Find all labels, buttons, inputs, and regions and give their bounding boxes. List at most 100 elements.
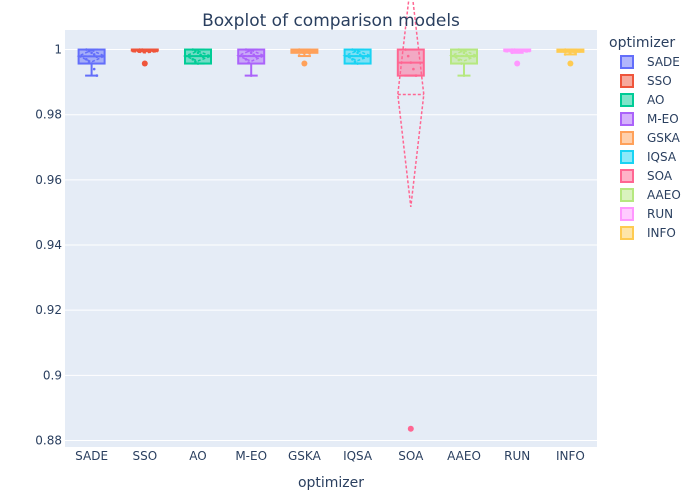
data-point bbox=[510, 51, 514, 55]
data-point bbox=[356, 51, 359, 55]
data-point bbox=[465, 53, 468, 57]
data-point bbox=[201, 55, 205, 59]
data-point bbox=[87, 49, 91, 53]
series-gska bbox=[290, 48, 319, 67]
x-tick-label: GSKA bbox=[288, 449, 322, 463]
y-tick-label: 0.98 bbox=[35, 108, 62, 122]
legend-item-ao[interactable]: AO bbox=[620, 93, 664, 107]
data-point bbox=[351, 58, 354, 61]
legend-label: GSKA bbox=[647, 131, 681, 145]
data-point bbox=[191, 48, 195, 51]
data-point bbox=[196, 62, 200, 65]
data-point bbox=[90, 51, 93, 55]
data-point bbox=[138, 49, 141, 53]
data-point bbox=[191, 58, 195, 61]
x-tick-label: SOA bbox=[398, 449, 424, 463]
data-point bbox=[460, 62, 463, 65]
data-point bbox=[406, 54, 410, 58]
legend-label: RUN bbox=[647, 207, 673, 221]
data-point bbox=[305, 50, 309, 54]
legend-item-m-eo[interactable]: M-EO bbox=[620, 112, 679, 126]
legend-item-sso[interactable]: SSO bbox=[620, 74, 672, 88]
data-point bbox=[249, 51, 253, 55]
x-tick-label: RUN bbox=[504, 449, 530, 463]
data-point bbox=[199, 53, 202, 57]
outlier-point bbox=[567, 60, 574, 67]
data-point bbox=[255, 55, 258, 59]
y-tick-label: 0.92 bbox=[35, 303, 62, 317]
data-point bbox=[409, 61, 413, 64]
mean-sd-diamond bbox=[342, 50, 373, 62]
legend-item-soa[interactable]: SOA bbox=[620, 169, 673, 183]
legend-item-sade[interactable]: SADE bbox=[620, 55, 680, 69]
y-tick-label: 0.96 bbox=[35, 173, 62, 187]
data-point bbox=[140, 49, 144, 53]
data-point bbox=[148, 49, 152, 52]
series-sso bbox=[130, 48, 159, 67]
legend-label: SADE bbox=[647, 55, 680, 69]
outlier-point bbox=[301, 60, 308, 67]
series-aaeo bbox=[448, 48, 480, 77]
series-m-eo bbox=[236, 48, 267, 77]
outlier-point bbox=[407, 425, 414, 432]
data-point bbox=[90, 62, 93, 65]
series-info bbox=[556, 48, 585, 67]
chart-title: Boxplot of comparison models bbox=[202, 11, 460, 31]
legend[interactable]: optimizer SADE SSO AO M-EO GSKA IQSA SOA AAEO RU… bbox=[609, 35, 681, 240]
legend-item-info[interactable]: INFO bbox=[620, 226, 676, 240]
data-point bbox=[143, 48, 147, 52]
data-point bbox=[194, 60, 197, 63]
data-point bbox=[252, 53, 256, 57]
data-point bbox=[563, 48, 567, 51]
legend-label: SOA bbox=[647, 169, 673, 183]
series-iqsa bbox=[342, 48, 373, 65]
data-point bbox=[462, 51, 466, 55]
x-tick-label: M-EO bbox=[235, 449, 267, 463]
data-point bbox=[518, 49, 522, 52]
data-point bbox=[353, 60, 357, 63]
data-point bbox=[513, 48, 516, 51]
outlier-point bbox=[141, 60, 148, 67]
legend-item-iqsa[interactable]: IQSA bbox=[620, 150, 677, 164]
mean-sd-diamond bbox=[504, 49, 531, 54]
mean-sd-diamond bbox=[291, 49, 318, 55]
data-point bbox=[569, 49, 572, 52]
data-point bbox=[297, 48, 301, 51]
legend-swatch bbox=[620, 169, 634, 183]
legend-item-run[interactable]: RUN bbox=[620, 207, 673, 221]
legend-swatch bbox=[620, 150, 634, 164]
data-point bbox=[566, 48, 570, 52]
legend-item-gska[interactable]: GSKA bbox=[620, 131, 681, 145]
legend-swatch bbox=[620, 93, 634, 107]
data-point bbox=[92, 53, 96, 56]
data-point bbox=[521, 49, 524, 53]
data-point bbox=[85, 48, 88, 51]
legend-label: M-EO bbox=[647, 112, 679, 126]
data-point bbox=[510, 48, 514, 51]
data-point bbox=[412, 67, 415, 71]
legend-item-aaeo[interactable]: AAEO bbox=[620, 188, 681, 202]
data-point bbox=[467, 55, 471, 59]
data-point bbox=[146, 48, 149, 52]
data-point bbox=[196, 51, 200, 55]
series-sade bbox=[76, 48, 107, 77]
series-layer bbox=[76, 0, 585, 432]
data-point bbox=[300, 48, 304, 52]
x-tick-label: INFO bbox=[556, 449, 585, 463]
legend-items[interactable]: SADE SSO AO M-EO GSKA IQSA SOA AAEO RUN INFO bbox=[620, 55, 681, 240]
legend-swatch bbox=[620, 131, 634, 145]
data-point bbox=[460, 49, 463, 53]
legend-swatch bbox=[620, 112, 634, 126]
data-point bbox=[414, 74, 418, 77]
mean-sd-diamond bbox=[182, 50, 214, 62]
mean-sd-diamond bbox=[397, 0, 425, 207]
data-point bbox=[95, 74, 99, 77]
y-tick-label: 1 bbox=[54, 43, 62, 57]
legend-swatch bbox=[620, 74, 634, 88]
data-point bbox=[356, 62, 359, 65]
data-point bbox=[303, 49, 306, 53]
x-tick-label: AO bbox=[189, 449, 206, 463]
x-tick-label: SSO bbox=[132, 449, 157, 463]
mean-sd-diamond bbox=[76, 49, 107, 63]
